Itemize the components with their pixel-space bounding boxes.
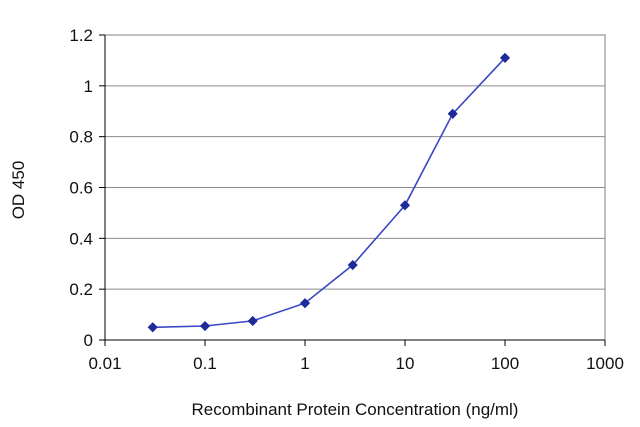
y-tick-label: 1 <box>84 77 93 96</box>
data-point <box>499 52 511 63</box>
data-point <box>399 200 411 211</box>
x-axis-title: Recombinant Protein Concentration (ng/ml… <box>192 400 519 419</box>
data-point <box>147 322 158 333</box>
x-tick-label: 1 <box>300 354 309 373</box>
y-tick-label: 1.2 <box>69 26 93 45</box>
data-point <box>247 315 258 327</box>
data-point <box>447 108 458 119</box>
y-tick-label: 0.2 <box>69 280 93 299</box>
data-point <box>299 298 311 309</box>
x-tick-label: 1000 <box>586 354 624 373</box>
y-tick-label: 0.4 <box>69 229 93 248</box>
series-line <box>152 57 506 329</box>
y-tick-label: 0.6 <box>69 179 93 198</box>
tick-label-layer: 0 0.2 0.4 0.6 0.8 1 1.2 0.01 0.1 1 10 100 1000 <box>69 26 624 373</box>
x-tick-label: 100 <box>491 354 519 373</box>
x-tick-label: 10 <box>396 354 415 373</box>
x-tick-label: 0.1 <box>193 354 217 373</box>
data-point <box>199 320 211 332</box>
data-point <box>347 259 358 271</box>
x-tick-label: 0.01 <box>88 354 121 373</box>
series-layer <box>147 52 511 333</box>
y-axis-title: OD 450 <box>9 161 28 220</box>
y-tick-label: 0.8 <box>69 128 93 147</box>
y-tick-label: 0 <box>84 331 93 350</box>
axis-layer <box>99 34 606 346</box>
grid-layer <box>105 85 605 290</box>
